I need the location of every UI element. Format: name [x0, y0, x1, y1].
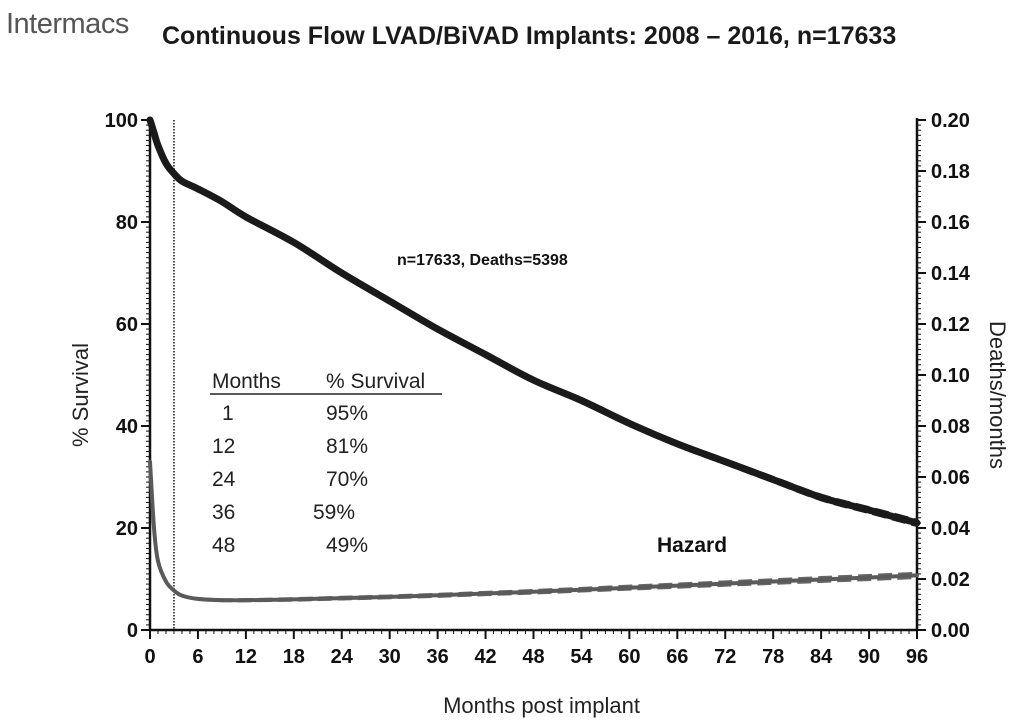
table-cell-month: 36 — [212, 501, 235, 524]
table-cell-month: 24 — [212, 468, 236, 491]
table-cell-month: 48 — [212, 534, 235, 557]
labels-layer: 0 6 12 18 24 30 36 42 48 54 60 66 72 78 84 90 96 0 20 40 60 8… — [68, 110, 1010, 718]
survival-lower-band — [148, 119, 918, 528]
right-tick-label: 0.10 — [931, 365, 970, 387]
x-tick-label: 48 — [522, 646, 544, 668]
x-axis-title: Months post implant — [443, 693, 640, 718]
x-tick-label: 84 — [810, 646, 833, 668]
x-tick-label: 90 — [858, 646, 880, 668]
right-tick-label: 0.14 — [931, 263, 971, 285]
right-tick-label: 0.08 — [931, 416, 970, 438]
axes-layer — [141, 118, 926, 639]
table-cell-survival: 81% — [326, 435, 368, 458]
left-tick-label: 80 — [116, 212, 138, 234]
x-tick-label: 96 — [906, 646, 928, 668]
survival-line — [146, 116, 921, 527]
right-tick-label: 0.04 — [931, 518, 971, 540]
marks-layer — [146, 116, 921, 603]
table-cell-month: 1 — [222, 402, 234, 425]
right-tick-label: 0.00 — [931, 620, 970, 642]
table-cell-survival: 70% — [326, 468, 368, 491]
x-tick-label: 42 — [474, 646, 496, 668]
table-cell-survival: 49% — [326, 534, 368, 557]
table-cell-month: 12 — [212, 435, 235, 458]
x-tick-label: 78 — [762, 646, 784, 668]
table-cell-survival: 95% — [326, 402, 368, 425]
x-tick-label: 24 — [331, 646, 354, 668]
right-tick-label: 0.06 — [931, 467, 970, 489]
x-tick-label: 54 — [570, 646, 593, 668]
x-tick-label: 66 — [666, 646, 688, 668]
x-tick-label: 30 — [379, 646, 401, 668]
left-tick-label: 40 — [116, 416, 138, 438]
left-tick-label: 0 — [127, 620, 138, 642]
table-cell-survival: 59% — [313, 501, 355, 524]
hazard-label: Hazard — [657, 534, 727, 557]
right-tick-label: 0.20 — [931, 110, 970, 132]
x-tick-label: 18 — [283, 646, 305, 668]
hazard-line — [148, 459, 919, 603]
right-tick-label: 0.18 — [931, 161, 970, 183]
x-tick-label: 12 — [235, 646, 257, 668]
x-tick-label: 0 — [144, 646, 155, 668]
chart-title: Continuous Flow LVAD/BiVAD Implants: 200… — [162, 22, 897, 50]
table-header-months: Months — [212, 370, 281, 393]
left-tick-label: 60 — [116, 314, 138, 336]
right-tick-label: 0.12 — [931, 314, 970, 336]
n-deaths-annotation: n=17633, Deaths=5398 — [397, 252, 568, 269]
intermacs-logo: Intermacs — [6, 8, 129, 40]
table-header-survival: % Survival — [326, 370, 425, 393]
survival-upper-band — [148, 119, 918, 522]
left-axis-title: % Survival — [68, 343, 93, 447]
left-tick-label: 100 — [105, 110, 138, 132]
x-tick-label: 36 — [427, 646, 449, 668]
right-tick-label: 0.16 — [931, 212, 970, 234]
x-tick-label: 60 — [618, 646, 640, 668]
left-tick-label: 20 — [116, 518, 138, 540]
x-tick-label: 6 — [192, 646, 203, 668]
right-tick-label: 0.02 — [931, 569, 970, 591]
x-tick-label: 72 — [714, 646, 736, 668]
right-axis-title: Deaths/months — [985, 321, 1010, 469]
